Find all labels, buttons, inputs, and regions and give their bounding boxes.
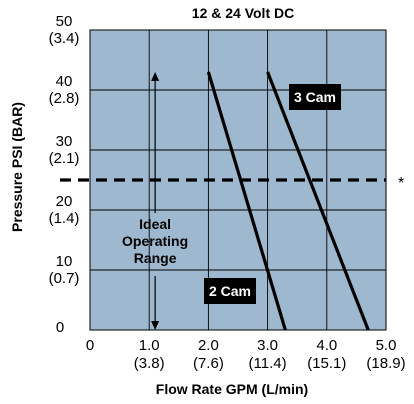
x-tick-label: 5.0 [376, 337, 397, 354]
series-line [206, 71, 287, 331]
y-tick-label: 0 [56, 319, 64, 336]
y-tick-sublabel: (1.4) [49, 210, 80, 227]
reference-line-group: * [60, 175, 404, 192]
range-arrow-up-head [151, 72, 160, 81]
series-label-box [289, 84, 341, 110]
y-tick-label: 30 [56, 133, 73, 150]
y-tick-label: 10 [56, 253, 73, 270]
x-tick-sublabel: (3.8) [134, 355, 165, 372]
series-label: 3 Cam [294, 89, 336, 105]
annotation-label-line: Ideal [139, 216, 171, 232]
x-axis-ticks: 0 1.0(3.8) 2.0(7.6) 3.0(11.4) 4.0(15.1) 5.0(1… [86, 337, 406, 372]
y-axis-title: Pressure PSI (BAR) [9, 102, 25, 232]
x-tick-label: 3.0 [257, 337, 278, 354]
x-tick-label: 2.0 [198, 337, 219, 354]
range-arrow-down-head [151, 321, 160, 330]
y-tick-sublabel: (3.4) [49, 30, 80, 47]
y-axis-ticks: 0 10(0.7) 20(1.4) 30(2.1) 40(2.8) 50(3.4) [49, 13, 80, 336]
y-tick-sublabel: (2.1) [49, 150, 80, 167]
y-tick-sublabel: (2.8) [49, 90, 80, 107]
series-label: 2 Cam [209, 283, 251, 299]
x-tick-sublabel: (7.6) [193, 355, 224, 372]
x-axis-title: Flow Rate GPM (L/min) [156, 381, 308, 397]
x-tick-sublabel: (18.9) [366, 355, 405, 372]
x-tick-label: 1.0 [139, 337, 160, 354]
y-tick-sublabel: (0.7) [49, 270, 80, 287]
x-tick-sublabel: (11.4) [249, 355, 287, 372]
x-tick-label: 0 [86, 337, 94, 354]
x-tick-label: 4.0 [316, 337, 337, 354]
y-tick-label: 40 [56, 73, 73, 90]
reference-marker: * [398, 175, 404, 192]
series-lines: 2 Cam 3 Cam [204, 71, 370, 331]
annotation-label-line: Range [134, 250, 177, 266]
series-label-box [204, 278, 256, 304]
series-line [266, 71, 370, 331]
chart-title: 12 & 24 Volt DC [192, 5, 294, 21]
annotation-label-line: Operating [122, 233, 188, 249]
y-tick-label: 20 [56, 193, 73, 210]
y-tick-label: 50 [56, 13, 73, 30]
x-tick-sublabel: (15.1) [307, 355, 346, 372]
